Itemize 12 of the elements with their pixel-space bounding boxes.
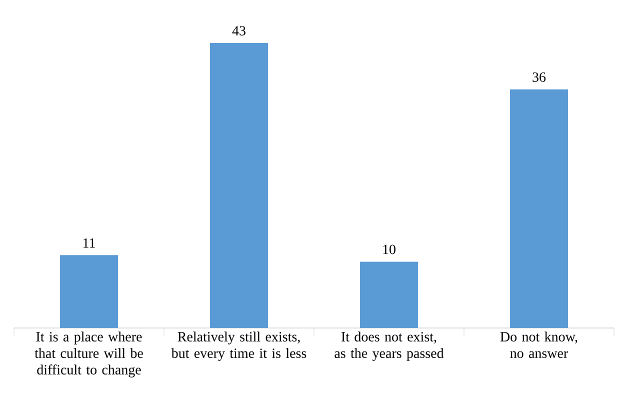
data-label: 36 bbox=[532, 72, 546, 82]
x-tick-label: Do not know, no answer bbox=[500, 332, 578, 358]
data-label: 11 bbox=[83, 238, 95, 248]
data-label: 43 bbox=[232, 26, 246, 36]
data-label: 10 bbox=[383, 244, 396, 254]
bar bbox=[360, 262, 418, 328]
x-tick-label: It does not exist, as the years passed bbox=[334, 332, 444, 361]
x-tick-label: Relatively still exists, but every time it is less bbox=[171, 332, 306, 361]
bar bbox=[210, 42, 268, 328]
bar bbox=[510, 89, 568, 328]
x-tick-label: It is a place where that culture will be difficult to change bbox=[34, 332, 143, 378]
bar bbox=[60, 255, 118, 328]
